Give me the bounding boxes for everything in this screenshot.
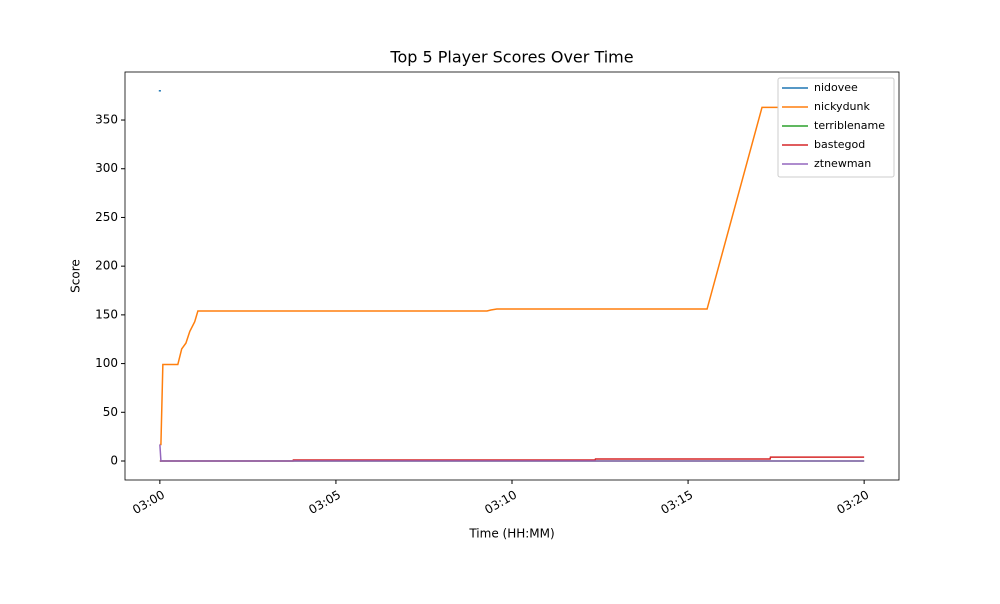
y-axis-label: Score bbox=[69, 259, 83, 293]
y-tick-label: 0 bbox=[110, 454, 118, 468]
x-tick-label: 03:20 bbox=[834, 488, 871, 517]
y-tick-label: 150 bbox=[95, 307, 118, 321]
legend-label: nickydunk bbox=[814, 100, 870, 113]
x-tick-label: 03:15 bbox=[658, 488, 695, 517]
y-tick-label: 200 bbox=[95, 259, 118, 273]
legend-label: bastegod bbox=[814, 138, 865, 151]
legend-label: ztnewman bbox=[814, 157, 871, 170]
x-tick-label: 03:10 bbox=[482, 488, 519, 517]
y-tick-label: 50 bbox=[103, 405, 118, 419]
line-series bbox=[159, 444, 865, 462]
y-tick-label: 300 bbox=[95, 161, 118, 175]
legend-box bbox=[777, 77, 895, 178]
y-tick-label: 100 bbox=[95, 356, 118, 370]
line-series bbox=[159, 106, 865, 446]
x-axis-label: Time (HH:MM) bbox=[468, 527, 554, 541]
x-tick-label: 03:00 bbox=[130, 488, 167, 517]
y-tick-label: 350 bbox=[95, 113, 118, 127]
x-tick-label: 03:05 bbox=[306, 488, 343, 517]
chart-title: Top 5 Player Scores Over Time bbox=[389, 48, 633, 67]
y-tick-label: 250 bbox=[95, 210, 118, 224]
legend-label: terriblename bbox=[814, 119, 885, 132]
legend-label: nidovee bbox=[814, 81, 858, 94]
